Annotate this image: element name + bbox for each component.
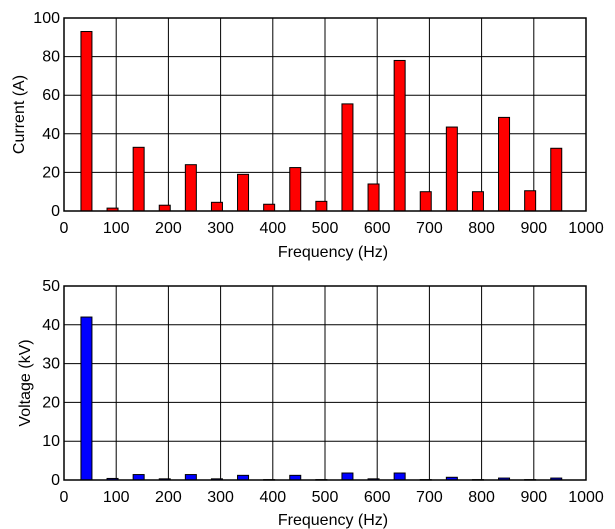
voltage-x-tick-label: 900	[520, 489, 547, 506]
voltage-bar	[184, 474, 197, 481]
voltage-x-tick-label: 500	[312, 489, 339, 506]
current-tick-labels: 0 100 200 300 400 500 600 700 800 900 1000 0 20 40 60 8…	[33, 10, 604, 237]
current-x-tick-label: 700	[416, 220, 443, 237]
voltage-y-tick-label: 20	[42, 394, 60, 411]
current-bar	[498, 116, 511, 212]
current-bar	[341, 103, 354, 212]
voltage-x-tick-label: 200	[155, 489, 182, 506]
voltage-x-tick-label: 100	[103, 489, 130, 506]
current-bar	[367, 183, 380, 212]
voltage-x-tick-label: 1000	[568, 489, 604, 506]
voltage-bar	[393, 472, 406, 481]
current-y-tick-label: 20	[42, 164, 60, 181]
voltage-tick-labels: 0 100 200 300 400 500 600 700 800 900 1000 0 10 20 30 4…	[42, 278, 604, 506]
voltage-x-axis-label: Frequency (Hz)	[278, 512, 388, 529]
voltage-x-tick-label: 700	[416, 489, 443, 506]
voltage-x-tick-label: 400	[259, 489, 286, 506]
current-x-tick-label: 500	[312, 220, 339, 237]
voltage-bar	[341, 472, 354, 481]
voltage-spectrum-chart: 0 100 200 300 400 500 600 700 800 900 1000 0 10 20 30 4…	[17, 278, 604, 529]
current-bar	[80, 31, 93, 212]
current-y-tick-label: 60	[42, 87, 60, 104]
current-plot-frame	[63, 17, 587, 212]
voltage-y-tick-label: 40	[42, 317, 60, 334]
current-x-tick-label: 200	[155, 220, 182, 237]
voltage-x-tick-label: 0	[60, 489, 69, 506]
current-y-axis-label: Current (A)	[11, 75, 28, 154]
voltage-y-tick-label: 30	[42, 356, 60, 373]
current-x-tick-label: 900	[520, 220, 547, 237]
current-bar	[184, 164, 197, 212]
current-bar	[393, 59, 406, 212]
current-bar	[524, 190, 537, 212]
voltage-bars	[80, 316, 563, 481]
voltage-x-tick-label: 600	[364, 489, 391, 506]
current-x-tick-label: 0	[60, 220, 69, 237]
current-y-tick-label: 100	[33, 10, 60, 27]
current-bar	[289, 167, 302, 212]
voltage-y-tick-label: 50	[42, 278, 60, 295]
current-bars	[80, 31, 563, 212]
current-x-tick-label: 400	[259, 220, 286, 237]
current-spectrum-chart: 0 100 200 300 400 500 600 700 800 900 1000 0 20 40 60 8…	[11, 10, 604, 261]
voltage-x-tick-label: 300	[207, 489, 234, 506]
current-bar	[158, 204, 171, 212]
voltage-grid	[63, 285, 587, 481]
current-y-tick-label: 0	[51, 203, 60, 220]
voltage-bar	[80, 316, 93, 481]
current-x-tick-label: 800	[468, 220, 495, 237]
current-x-axis-label: Frequency (Hz)	[278, 244, 388, 261]
current-bar	[132, 146, 145, 212]
voltage-plot-frame	[63, 285, 587, 481]
voltage-bar	[132, 474, 145, 481]
current-bar	[445, 126, 458, 212]
voltage-x-tick-label: 800	[468, 489, 495, 506]
current-bar	[550, 147, 563, 212]
current-y-tick-label: 40	[42, 126, 60, 143]
voltage-y-axis-label: Voltage (kV)	[17, 339, 34, 426]
current-bar	[419, 191, 432, 212]
current-y-tick-label: 80	[42, 49, 60, 66]
voltage-y-tick-label: 0	[51, 472, 60, 489]
current-x-tick-label: 1000	[568, 220, 604, 237]
current-bar	[471, 191, 484, 212]
current-bar	[237, 173, 250, 212]
voltage-y-tick-label: 10	[42, 433, 60, 450]
current-x-tick-label: 100	[103, 220, 130, 237]
current-bar	[210, 201, 223, 212]
current-bar	[263, 203, 276, 212]
current-x-tick-label: 600	[364, 220, 391, 237]
current-bar	[315, 200, 328, 212]
current-x-tick-label: 300	[207, 220, 234, 237]
